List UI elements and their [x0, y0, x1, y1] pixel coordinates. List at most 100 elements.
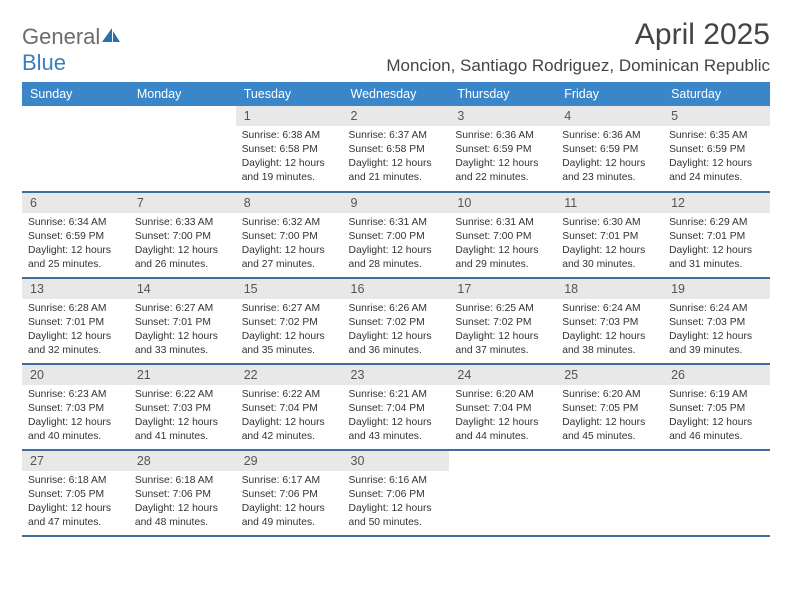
calendar-day-cell: 14Sunrise: 6:27 AMSunset: 7:01 PMDayligh…	[129, 278, 236, 364]
header: General Blue April 2025 Moncion, Santiag…	[22, 18, 770, 76]
day-number: 1	[236, 106, 343, 126]
calendar-header-cell: Wednesday	[343, 82, 450, 106]
day-number: 9	[343, 193, 450, 213]
calendar-day-cell: 8Sunrise: 6:32 AMSunset: 7:00 PMDaylight…	[236, 192, 343, 278]
calendar-day-cell: 6Sunrise: 6:34 AMSunset: 6:59 PMDaylight…	[22, 192, 129, 278]
day-body: Sunrise: 6:23 AMSunset: 7:03 PMDaylight:…	[22, 385, 129, 448]
day-body: Sunrise: 6:37 AMSunset: 6:58 PMDaylight:…	[343, 126, 450, 189]
day-body: Sunrise: 6:29 AMSunset: 7:01 PMDaylight:…	[663, 213, 770, 276]
calendar-day-cell: 25Sunrise: 6:20 AMSunset: 7:05 PMDayligh…	[556, 364, 663, 450]
day-number: 25	[556, 365, 663, 385]
title-block: April 2025 Moncion, Santiago Rodriguez, …	[386, 18, 770, 76]
day-number: 6	[22, 193, 129, 213]
calendar-day-cell: 7Sunrise: 6:33 AMSunset: 7:00 PMDaylight…	[129, 192, 236, 278]
logo-word-general: General	[22, 24, 100, 49]
calendar-day-cell: 11Sunrise: 6:30 AMSunset: 7:01 PMDayligh…	[556, 192, 663, 278]
day-number: 18	[556, 279, 663, 299]
day-body: Sunrise: 6:17 AMSunset: 7:06 PMDaylight:…	[236, 471, 343, 534]
calendar-day-cell: 28Sunrise: 6:18 AMSunset: 7:06 PMDayligh…	[129, 450, 236, 536]
day-number-empty	[22, 106, 129, 126]
day-number: 7	[129, 193, 236, 213]
calendar-day-cell	[129, 106, 236, 192]
calendar-table: SundayMondayTuesdayWednesdayThursdayFrid…	[22, 82, 770, 537]
day-body: Sunrise: 6:25 AMSunset: 7:02 PMDaylight:…	[449, 299, 556, 362]
day-number-empty	[449, 451, 556, 471]
day-number: 14	[129, 279, 236, 299]
day-number: 4	[556, 106, 663, 126]
day-number: 3	[449, 106, 556, 126]
calendar-header-cell: Sunday	[22, 82, 129, 106]
calendar-day-cell: 5Sunrise: 6:35 AMSunset: 6:59 PMDaylight…	[663, 106, 770, 192]
calendar-day-cell	[22, 106, 129, 192]
calendar-header-cell: Tuesday	[236, 82, 343, 106]
day-number: 15	[236, 279, 343, 299]
day-number: 26	[663, 365, 770, 385]
calendar-day-cell: 16Sunrise: 6:26 AMSunset: 7:02 PMDayligh…	[343, 278, 450, 364]
day-body: Sunrise: 6:27 AMSunset: 7:02 PMDaylight:…	[236, 299, 343, 362]
day-number: 23	[343, 365, 450, 385]
day-body: Sunrise: 6:31 AMSunset: 7:00 PMDaylight:…	[343, 213, 450, 276]
calendar-week-row: 20Sunrise: 6:23 AMSunset: 7:03 PMDayligh…	[22, 364, 770, 450]
day-number: 21	[129, 365, 236, 385]
day-body: Sunrise: 6:38 AMSunset: 6:58 PMDaylight:…	[236, 126, 343, 189]
day-body: Sunrise: 6:22 AMSunset: 7:03 PMDaylight:…	[129, 385, 236, 448]
calendar-day-cell: 22Sunrise: 6:22 AMSunset: 7:04 PMDayligh…	[236, 364, 343, 450]
logo-text: General Blue	[22, 24, 122, 76]
day-number-empty	[663, 451, 770, 471]
calendar-day-cell: 15Sunrise: 6:27 AMSunset: 7:02 PMDayligh…	[236, 278, 343, 364]
day-number: 11	[556, 193, 663, 213]
calendar-header-cell: Friday	[556, 82, 663, 106]
calendar-week-row: 13Sunrise: 6:28 AMSunset: 7:01 PMDayligh…	[22, 278, 770, 364]
day-number: 29	[236, 451, 343, 471]
day-number: 16	[343, 279, 450, 299]
calendar-day-cell: 20Sunrise: 6:23 AMSunset: 7:03 PMDayligh…	[22, 364, 129, 450]
day-number: 24	[449, 365, 556, 385]
day-number: 27	[22, 451, 129, 471]
calendar-day-cell: 23Sunrise: 6:21 AMSunset: 7:04 PMDayligh…	[343, 364, 450, 450]
day-body: Sunrise: 6:34 AMSunset: 6:59 PMDaylight:…	[22, 213, 129, 276]
day-body: Sunrise: 6:28 AMSunset: 7:01 PMDaylight:…	[22, 299, 129, 362]
calendar-day-cell: 17Sunrise: 6:25 AMSunset: 7:02 PMDayligh…	[449, 278, 556, 364]
day-body: Sunrise: 6:36 AMSunset: 6:59 PMDaylight:…	[556, 126, 663, 189]
logo-word-blue: Blue	[22, 50, 66, 75]
calendar-header-cell: Monday	[129, 82, 236, 106]
day-number: 17	[449, 279, 556, 299]
calendar-body: 1Sunrise: 6:38 AMSunset: 6:58 PMDaylight…	[22, 106, 770, 536]
calendar-header-cell: Thursday	[449, 82, 556, 106]
page-title: April 2025	[386, 18, 770, 52]
calendar-header-row: SundayMondayTuesdayWednesdayThursdayFrid…	[22, 82, 770, 106]
day-number: 2	[343, 106, 450, 126]
day-number: 5	[663, 106, 770, 126]
calendar-day-cell: 10Sunrise: 6:31 AMSunset: 7:00 PMDayligh…	[449, 192, 556, 278]
calendar-day-cell: 3Sunrise: 6:36 AMSunset: 6:59 PMDaylight…	[449, 106, 556, 192]
calendar-day-cell: 13Sunrise: 6:28 AMSunset: 7:01 PMDayligh…	[22, 278, 129, 364]
day-number: 13	[22, 279, 129, 299]
day-number: 10	[449, 193, 556, 213]
day-number: 19	[663, 279, 770, 299]
day-body: Sunrise: 6:22 AMSunset: 7:04 PMDaylight:…	[236, 385, 343, 448]
calendar-day-cell: 1Sunrise: 6:38 AMSunset: 6:58 PMDaylight…	[236, 106, 343, 192]
calendar-week-row: 27Sunrise: 6:18 AMSunset: 7:05 PMDayligh…	[22, 450, 770, 536]
day-body: Sunrise: 6:35 AMSunset: 6:59 PMDaylight:…	[663, 126, 770, 189]
calendar-day-cell: 2Sunrise: 6:37 AMSunset: 6:58 PMDaylight…	[343, 106, 450, 192]
day-number: 28	[129, 451, 236, 471]
day-body: Sunrise: 6:33 AMSunset: 7:00 PMDaylight:…	[129, 213, 236, 276]
calendar-day-cell: 9Sunrise: 6:31 AMSunset: 7:00 PMDaylight…	[343, 192, 450, 278]
calendar-day-cell: 26Sunrise: 6:19 AMSunset: 7:05 PMDayligh…	[663, 364, 770, 450]
calendar-day-cell: 19Sunrise: 6:24 AMSunset: 7:03 PMDayligh…	[663, 278, 770, 364]
day-number: 22	[236, 365, 343, 385]
day-number-empty	[129, 106, 236, 126]
day-body: Sunrise: 6:20 AMSunset: 7:04 PMDaylight:…	[449, 385, 556, 448]
day-body: Sunrise: 6:20 AMSunset: 7:05 PMDaylight:…	[556, 385, 663, 448]
calendar-day-cell: 12Sunrise: 6:29 AMSunset: 7:01 PMDayligh…	[663, 192, 770, 278]
day-body: Sunrise: 6:18 AMSunset: 7:06 PMDaylight:…	[129, 471, 236, 534]
day-number-empty	[556, 451, 663, 471]
calendar-day-cell	[663, 450, 770, 536]
day-body: Sunrise: 6:19 AMSunset: 7:05 PMDaylight:…	[663, 385, 770, 448]
day-body: Sunrise: 6:16 AMSunset: 7:06 PMDaylight:…	[343, 471, 450, 534]
calendar-week-row: 1Sunrise: 6:38 AMSunset: 6:58 PMDaylight…	[22, 106, 770, 192]
day-number: 30	[343, 451, 450, 471]
calendar-day-cell: 29Sunrise: 6:17 AMSunset: 7:06 PMDayligh…	[236, 450, 343, 536]
calendar-day-cell	[556, 450, 663, 536]
day-number: 20	[22, 365, 129, 385]
